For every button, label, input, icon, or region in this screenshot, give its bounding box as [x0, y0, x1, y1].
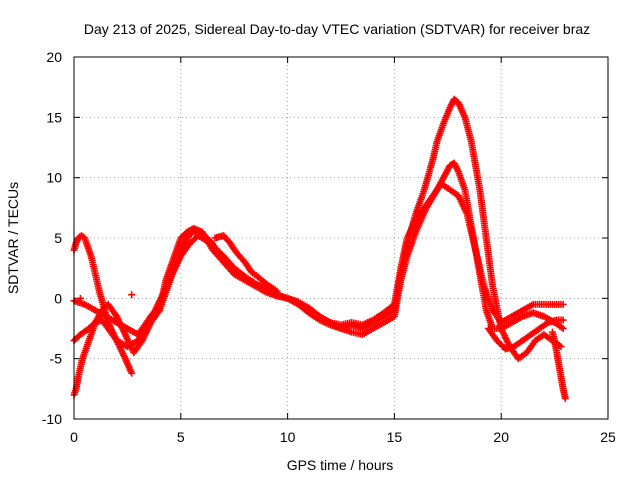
data-point [559, 316, 567, 324]
x-tick-label: 20 [493, 429, 509, 445]
x-tick-label: 10 [280, 429, 296, 445]
x-tick-label: 15 [387, 429, 403, 445]
y-axis-label: SDTVAR / TECUs [5, 182, 21, 294]
data-point [273, 287, 281, 295]
grid-lines [74, 57, 608, 419]
y-tick-label: -5 [50, 351, 63, 367]
data-point [561, 394, 569, 402]
x-tick-label: 0 [70, 429, 78, 445]
y-tick-label: -10 [42, 411, 62, 427]
y-tick-label: 0 [54, 290, 62, 306]
data-point [559, 325, 567, 332]
y-tick-label: 15 [46, 109, 62, 125]
chart-title: Day 213 of 2025, Sidereal Day-to-day VTE… [84, 21, 590, 37]
data-point [128, 369, 136, 377]
data-points [70, 95, 569, 402]
x-axis-label: GPS time / hours [287, 457, 394, 473]
x-tick-label: 5 [177, 429, 185, 445]
x-axis-ticks: 0 5 10 15 20 25 [70, 57, 616, 445]
data-point [559, 300, 567, 308]
y-tick-label: 20 [46, 49, 62, 65]
y-tick-label: 5 [54, 230, 62, 246]
y-tick-label: 10 [46, 170, 62, 186]
data-point-outlier [76, 294, 84, 302]
plot-frame [73, 56, 609, 420]
x-tick-label: 25 [600, 429, 616, 445]
data-point-outlier [128, 291, 136, 299]
